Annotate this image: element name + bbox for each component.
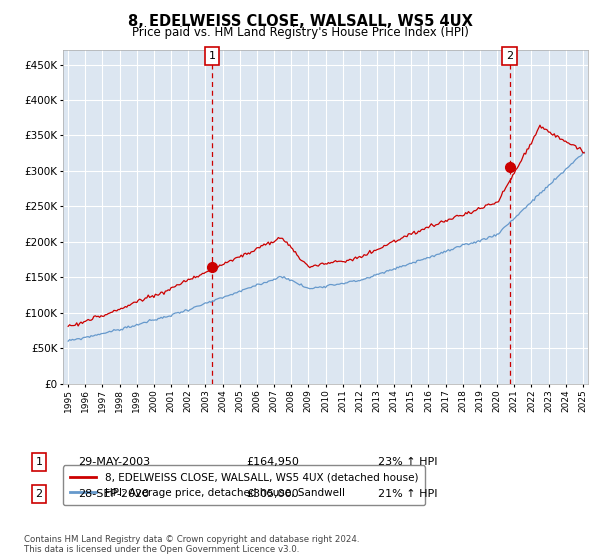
Text: 2: 2 [506, 51, 514, 61]
Text: 23% ↑ HPI: 23% ↑ HPI [378, 457, 437, 467]
Text: 2: 2 [35, 489, 43, 499]
Text: 1: 1 [208, 51, 215, 61]
Text: Contains HM Land Registry data © Crown copyright and database right 2024.
This d: Contains HM Land Registry data © Crown c… [24, 535, 359, 554]
Text: 1: 1 [35, 457, 43, 467]
Text: 28-SEP-2020: 28-SEP-2020 [78, 489, 149, 499]
Legend: 8, EDELWEISS CLOSE, WALSALL, WS5 4UX (detached house), HPI: Average price, detac: 8, EDELWEISS CLOSE, WALSALL, WS5 4UX (de… [63, 465, 425, 505]
Text: Price paid vs. HM Land Registry's House Price Index (HPI): Price paid vs. HM Land Registry's House … [131, 26, 469, 39]
Text: 29-MAY-2003: 29-MAY-2003 [78, 457, 150, 467]
Text: £164,950: £164,950 [246, 457, 299, 467]
Text: 8, EDELWEISS CLOSE, WALSALL, WS5 4UX: 8, EDELWEISS CLOSE, WALSALL, WS5 4UX [128, 14, 472, 29]
Text: 21% ↑ HPI: 21% ↑ HPI [378, 489, 437, 499]
Text: £305,000: £305,000 [246, 489, 299, 499]
